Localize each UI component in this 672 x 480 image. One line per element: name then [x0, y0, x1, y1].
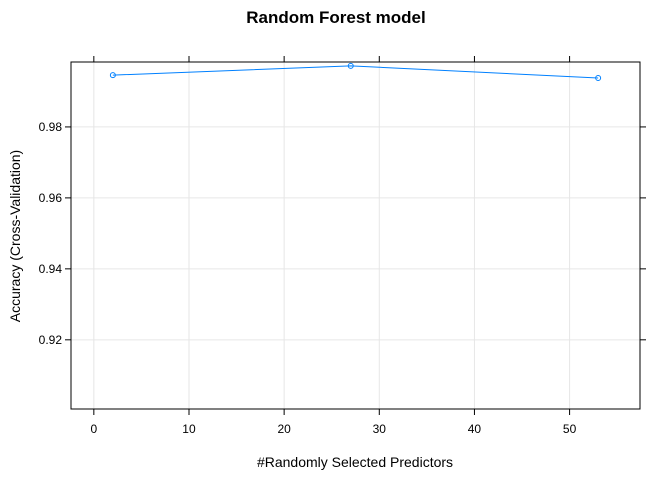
series-line [112, 65, 599, 79]
grid-lines [71, 62, 640, 409]
x-tick-label: 40 [468, 422, 482, 436]
y-axis-label: Accuracy (Cross-Validation) [7, 150, 23, 322]
x-tick-label: 0 [90, 422, 97, 436]
x-axis-label: #Randomly Selected Predictors [257, 454, 453, 470]
chart-title: Random Forest model [246, 8, 425, 27]
x-tick-label: 30 [373, 422, 387, 436]
data-point [347, 62, 354, 69]
y-tick-label: 0.98 [39, 120, 63, 134]
axis-ticks [65, 56, 646, 415]
plot-frame [70, 61, 641, 410]
y-tick-label: 0.92 [39, 333, 63, 347]
x-tick-label: 50 [563, 422, 577, 436]
series-layer [109, 62, 602, 81]
x-tick-label: 10 [182, 422, 196, 436]
data-point [109, 72, 116, 79]
y-tick-label: 0.94 [39, 262, 63, 276]
x-tick-label: 20 [277, 422, 291, 436]
data-point [595, 74, 602, 81]
y-tick-label: 0.96 [39, 191, 63, 205]
